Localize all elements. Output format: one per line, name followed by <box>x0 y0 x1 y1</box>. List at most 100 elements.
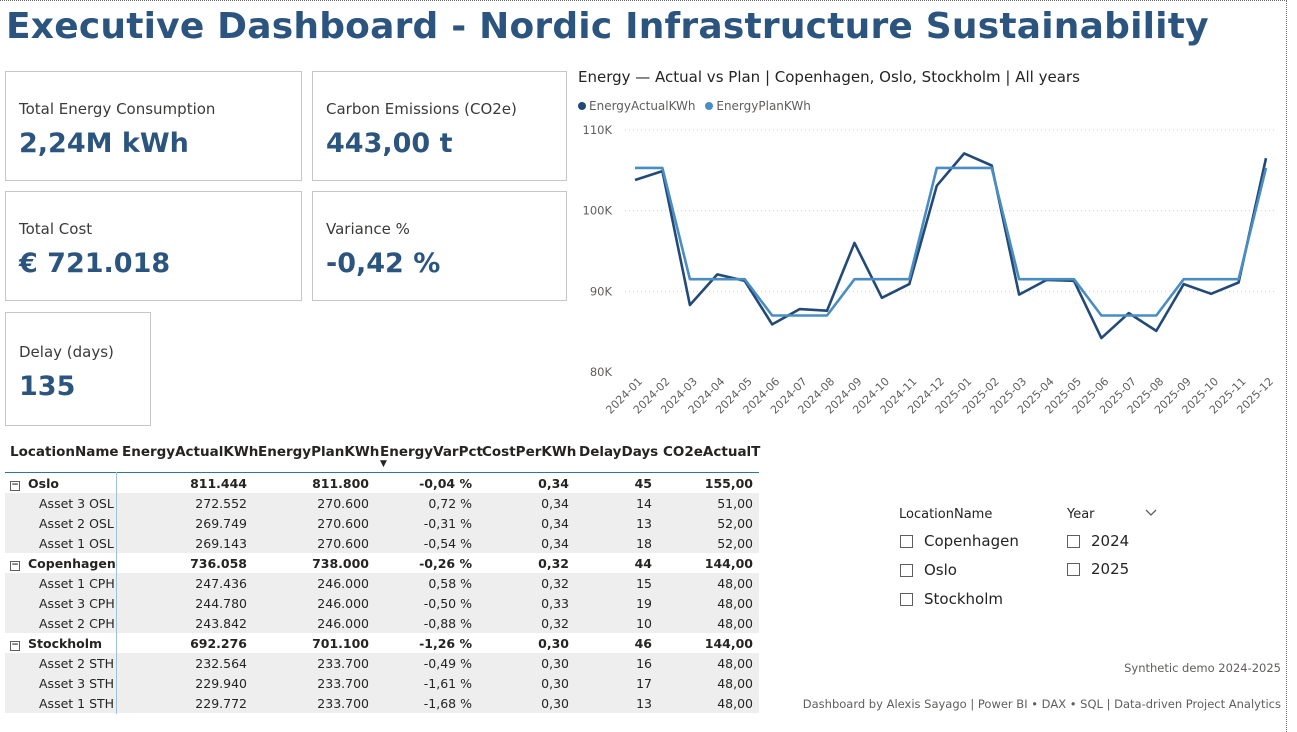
legend-item-actual[interactable]: EnergyActualKWh <box>578 99 696 113</box>
table-cell: -1,68 % <box>423 696 472 711</box>
table-cell: 0,58 % <box>428 576 472 591</box>
kpi-card-cost[interactable]: Total Cost € 721.018 <box>5 191 302 301</box>
table-row[interactable]: Asset 3 CPH 244.780 246.000 -0,50 % 0,33 19 48… <box>5 593 759 613</box>
legend-dot-actual <box>578 102 586 110</box>
table-cell: Asset 3 OSL <box>39 496 114 511</box>
kpi-card-delay[interactable]: Delay (days) 135 <box>5 312 151 426</box>
column-header[interactable]: LocationName <box>10 444 119 460</box>
table-row[interactable]: Asset 2 OSL 269.749 270.600 -0,31 % 0,34 13 52… <box>5 513 759 533</box>
year-checkbox[interactable] <box>1067 535 1080 548</box>
kpi-label: Total Cost <box>19 220 93 238</box>
column-header[interactable]: EnergyVarPct <box>380 444 483 460</box>
table-row[interactable]: Asset 2 STH 232.564 233.700 -0,49 % 0,30 16 48… <box>5 653 759 673</box>
table-row[interactable]: Asset 1 STH 229.772 233.700 -1,68 % 0,30 13 48… <box>5 693 759 713</box>
y-tick-label: 90K <box>590 284 613 298</box>
table-body: − Oslo 811.444 811.800 -0,04 % 0,34 45 155,00 As… <box>5 473 759 713</box>
table-cell: 811.444 <box>190 476 247 491</box>
kpi-card-energy[interactable]: Total Energy Consumption 2,24M kWh <box>5 71 302 181</box>
table-cell: 18 <box>636 536 652 551</box>
chevron-down-icon[interactable] <box>1145 509 1157 517</box>
location-option-label[interactable]: Stockholm <box>924 590 1003 608</box>
table-cell: 48,00 <box>717 616 753 631</box>
kpi-label: Delay (days) <box>19 343 114 361</box>
table-cell: 233.700 <box>317 676 369 691</box>
table-cell: 272.552 <box>195 496 247 511</box>
table-row[interactable]: Asset 1 CPH 247.436 246.000 0,58 % 0,32 15 48,… <box>5 573 759 593</box>
table-cell: 246.000 <box>317 616 369 631</box>
table-group-row[interactable]: − Stockholm 692.276 701.100 -1,26 % 0,30 46 144… <box>5 633 759 653</box>
location-checkbox[interactable] <box>900 535 913 548</box>
table-cell: 270.600 <box>317 496 369 511</box>
legend-label-actual: EnergyActualKWh <box>589 99 696 113</box>
kpi-label: Carbon Emissions (CO2e) <box>326 100 517 118</box>
kpi-label: Variance % <box>326 220 410 238</box>
collapse-icon[interactable]: − <box>10 640 20 651</box>
table-cell: Asset 1 CPH <box>39 576 115 591</box>
table-cell: 701.100 <box>312 636 369 651</box>
table-cell: 738.000 <box>312 556 369 571</box>
column-header[interactable]: CO2eActualT <box>663 444 761 460</box>
table-cell: 0,30 <box>541 676 569 691</box>
legend-item-plan[interactable]: EnergyPlanKWh <box>705 99 811 113</box>
year-checkbox[interactable] <box>1067 563 1080 576</box>
table-cell: 229.940 <box>195 676 247 691</box>
table-cell: -1,61 % <box>423 676 472 691</box>
table-row[interactable]: Asset 2 CPH 243.842 246.000 -0,88 % 0,32 10 48… <box>5 613 759 633</box>
table-cell: 229.772 <box>195 696 247 711</box>
collapse-icon[interactable]: − <box>10 560 20 571</box>
group-label: Copenhagen <box>28 556 116 571</box>
column-header[interactable]: CostPerKWh <box>482 444 577 460</box>
table-cell: 48,00 <box>717 676 753 691</box>
demo-note: Synthetic demo 2024-2025 <box>1124 661 1281 675</box>
table-row[interactable]: Asset 1 OSL 269.143 270.600 -0,54 % 0,34 18 52… <box>5 533 759 553</box>
table-cell: 0,34 <box>541 496 569 511</box>
matrix-table[interactable]: LocationName EnergyActualKWh EnergyPlanKWh… <box>5 440 761 714</box>
table-group-row[interactable]: − Oslo 811.444 811.800 -0,04 % 0,34 45 155,00 <box>5 473 759 493</box>
kpi-value: -0,42 % <box>326 248 441 279</box>
table-cell: -0,49 % <box>423 656 472 671</box>
table-cell: -0,04 % <box>419 476 472 491</box>
table-cell: 0,34 <box>541 536 569 551</box>
table-cell: Asset 2 OSL <box>39 516 114 531</box>
sort-descending-icon[interactable]: ▼ <box>380 459 387 469</box>
table-cell: 155,00 <box>704 476 753 491</box>
table-cell: 17 <box>636 676 652 691</box>
column-header[interactable]: DelayDays <box>579 444 659 460</box>
location-option-label[interactable]: Copenhagen <box>924 532 1019 550</box>
page-title: Executive Dashboard - Nordic Infrastruct… <box>6 6 1209 47</box>
table-cell: 233.700 <box>317 696 369 711</box>
location-checkbox[interactable] <box>900 564 913 577</box>
chart-title: Energy — Actual vs Plan | Copenhagen, Os… <box>578 68 1080 86</box>
table-cell: 16 <box>636 656 652 671</box>
slicer-location-header: LocationName <box>899 507 993 522</box>
kpi-card-variance[interactable]: Variance % -0,42 % <box>312 191 567 301</box>
table-cell: 48,00 <box>717 696 753 711</box>
table-row[interactable]: Asset 3 OSL 272.552 270.600 0,72 % 0,34 14 51,… <box>5 493 759 513</box>
collapse-icon[interactable]: − <box>10 480 20 491</box>
table-row[interactable]: Asset 3 STH 229.940 233.700 -1,61 % 0,30 17 48… <box>5 673 759 693</box>
table-cell: 0,32 <box>538 556 569 571</box>
table-cell: 0,30 <box>541 656 569 671</box>
table-group-row[interactable]: − Copenhagen 736.058 738.000 -0,26 % 0,32 44 14… <box>5 553 759 573</box>
kpi-card-co2[interactable]: Carbon Emissions (CO2e) 443,00 t <box>312 71 567 181</box>
location-option-label[interactable]: Oslo <box>924 561 957 579</box>
table-cell: 48,00 <box>717 576 753 591</box>
series-line-energyactualkwh <box>634 152 1268 340</box>
kpi-value: 443,00 t <box>326 128 453 159</box>
table-cell: 144,00 <box>704 636 753 651</box>
legend-label-plan: EnergyPlanKWh <box>716 99 811 113</box>
table-cell: 13 <box>636 696 652 711</box>
energy-line-chart[interactable]: 80K90K100K110K2024-012024-022024-032024-… <box>570 115 1286 415</box>
table-cell: 0,34 <box>538 476 569 491</box>
year-option-label[interactable]: 2024 <box>1091 532 1130 550</box>
chart-legend: EnergyActualKWh EnergyPlanKWh <box>578 99 817 113</box>
table-cell: 270.600 <box>317 536 369 551</box>
column-header[interactable]: EnergyPlanKWh <box>258 444 380 460</box>
table-cell: 692.276 <box>190 636 247 651</box>
table-cell: 0,72 % <box>428 496 472 511</box>
table-cell: -0,31 % <box>423 516 472 531</box>
year-option-label[interactable]: 2025 <box>1091 560 1130 578</box>
location-checkbox[interactable] <box>900 593 913 606</box>
group-label: Stockholm <box>28 636 103 651</box>
column-header[interactable]: EnergyActualKWh <box>122 444 259 460</box>
